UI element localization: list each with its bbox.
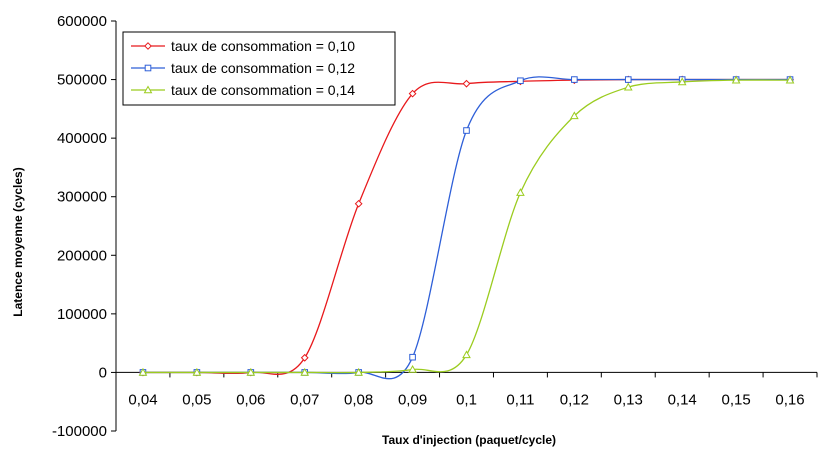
series-2 (139, 76, 794, 380)
x-tick-label: 0,05 (182, 391, 211, 408)
data-point (517, 77, 524, 85)
y-tick-label: 400000 (57, 130, 107, 147)
x-tick-label: 0,11 (506, 391, 534, 408)
series-line (142, 79, 791, 374)
x-tick-label: 0,08 (344, 391, 373, 408)
data-point (409, 353, 416, 361)
x-tick-label: 0,13 (614, 391, 643, 408)
x-tick-label: 0,04 (128, 391, 157, 408)
series-line (142, 78, 791, 375)
data-point (785, 75, 795, 84)
legend-marker (143, 85, 153, 94)
x-axis-title: Taux d'injection (paquet/cycle) (382, 433, 556, 447)
y-tick-label: 500000 (57, 72, 107, 89)
series-3 (138, 75, 795, 376)
x-tick-label: 0,1 (456, 391, 477, 408)
x-tick-label: 0,14 (668, 391, 697, 408)
data-point (408, 364, 417, 373)
legend: taux de consommation = 0,10 taux de conso… (122, 31, 396, 106)
x-tick-label: 0,12 (560, 391, 589, 408)
legend-label: taux de consommation = 0,14 (171, 82, 355, 98)
x-tick-label: 0,16 (775, 391, 804, 408)
x-tick-label: 0,15 (722, 391, 751, 408)
y-tick-label: 300000 (57, 189, 107, 206)
x-tick-label: 0,09 (398, 391, 427, 408)
data-point (246, 367, 256, 376)
x-tick-label: 0,06 (236, 391, 265, 408)
data-point (731, 75, 741, 84)
x-tick-label: 0,07 (290, 391, 319, 408)
y-tick-label: 0 (99, 364, 107, 381)
y-tick-label: 600000 (57, 13, 107, 30)
y-tick-label: -100000 (52, 423, 107, 440)
data-point (192, 367, 202, 376)
data-point (677, 77, 687, 86)
data-point (463, 127, 470, 134)
data-point (300, 353, 309, 362)
legend-marker (144, 42, 152, 50)
y-axis-title: Latence moyenne (cycles) (11, 167, 25, 316)
data-point (138, 367, 148, 376)
data-point (624, 76, 632, 83)
legend-label: taux de consommation = 0,10 (171, 38, 355, 54)
data-point (462, 350, 471, 359)
data-point (623, 82, 633, 91)
data-point (354, 367, 364, 376)
data-point (300, 367, 310, 376)
legend-marker (144, 64, 152, 72)
data-point (354, 199, 363, 208)
data-point (516, 188, 525, 196)
series-line (142, 76, 791, 380)
legend-label: taux de consommation = 0,12 (171, 60, 355, 76)
y-tick-label: 200000 (57, 247, 107, 264)
data-point (408, 89, 417, 98)
data-point (462, 79, 471, 88)
series-1 (139, 75, 794, 377)
data-point (569, 111, 579, 120)
legend-box (122, 31, 396, 106)
y-tick-label: 100000 (57, 306, 107, 323)
axes-layer: -100000 0 100000 200000 300000 400000 500000 60… (52, 13, 818, 440)
data-point (571, 76, 578, 83)
series-layer (138, 75, 795, 380)
